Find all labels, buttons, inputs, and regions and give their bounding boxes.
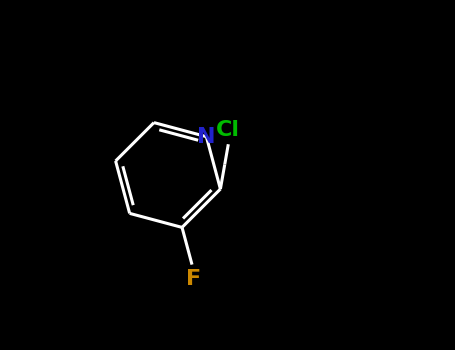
Text: F: F	[186, 269, 201, 289]
Text: Cl: Cl	[216, 120, 240, 140]
Text: N: N	[197, 127, 216, 147]
